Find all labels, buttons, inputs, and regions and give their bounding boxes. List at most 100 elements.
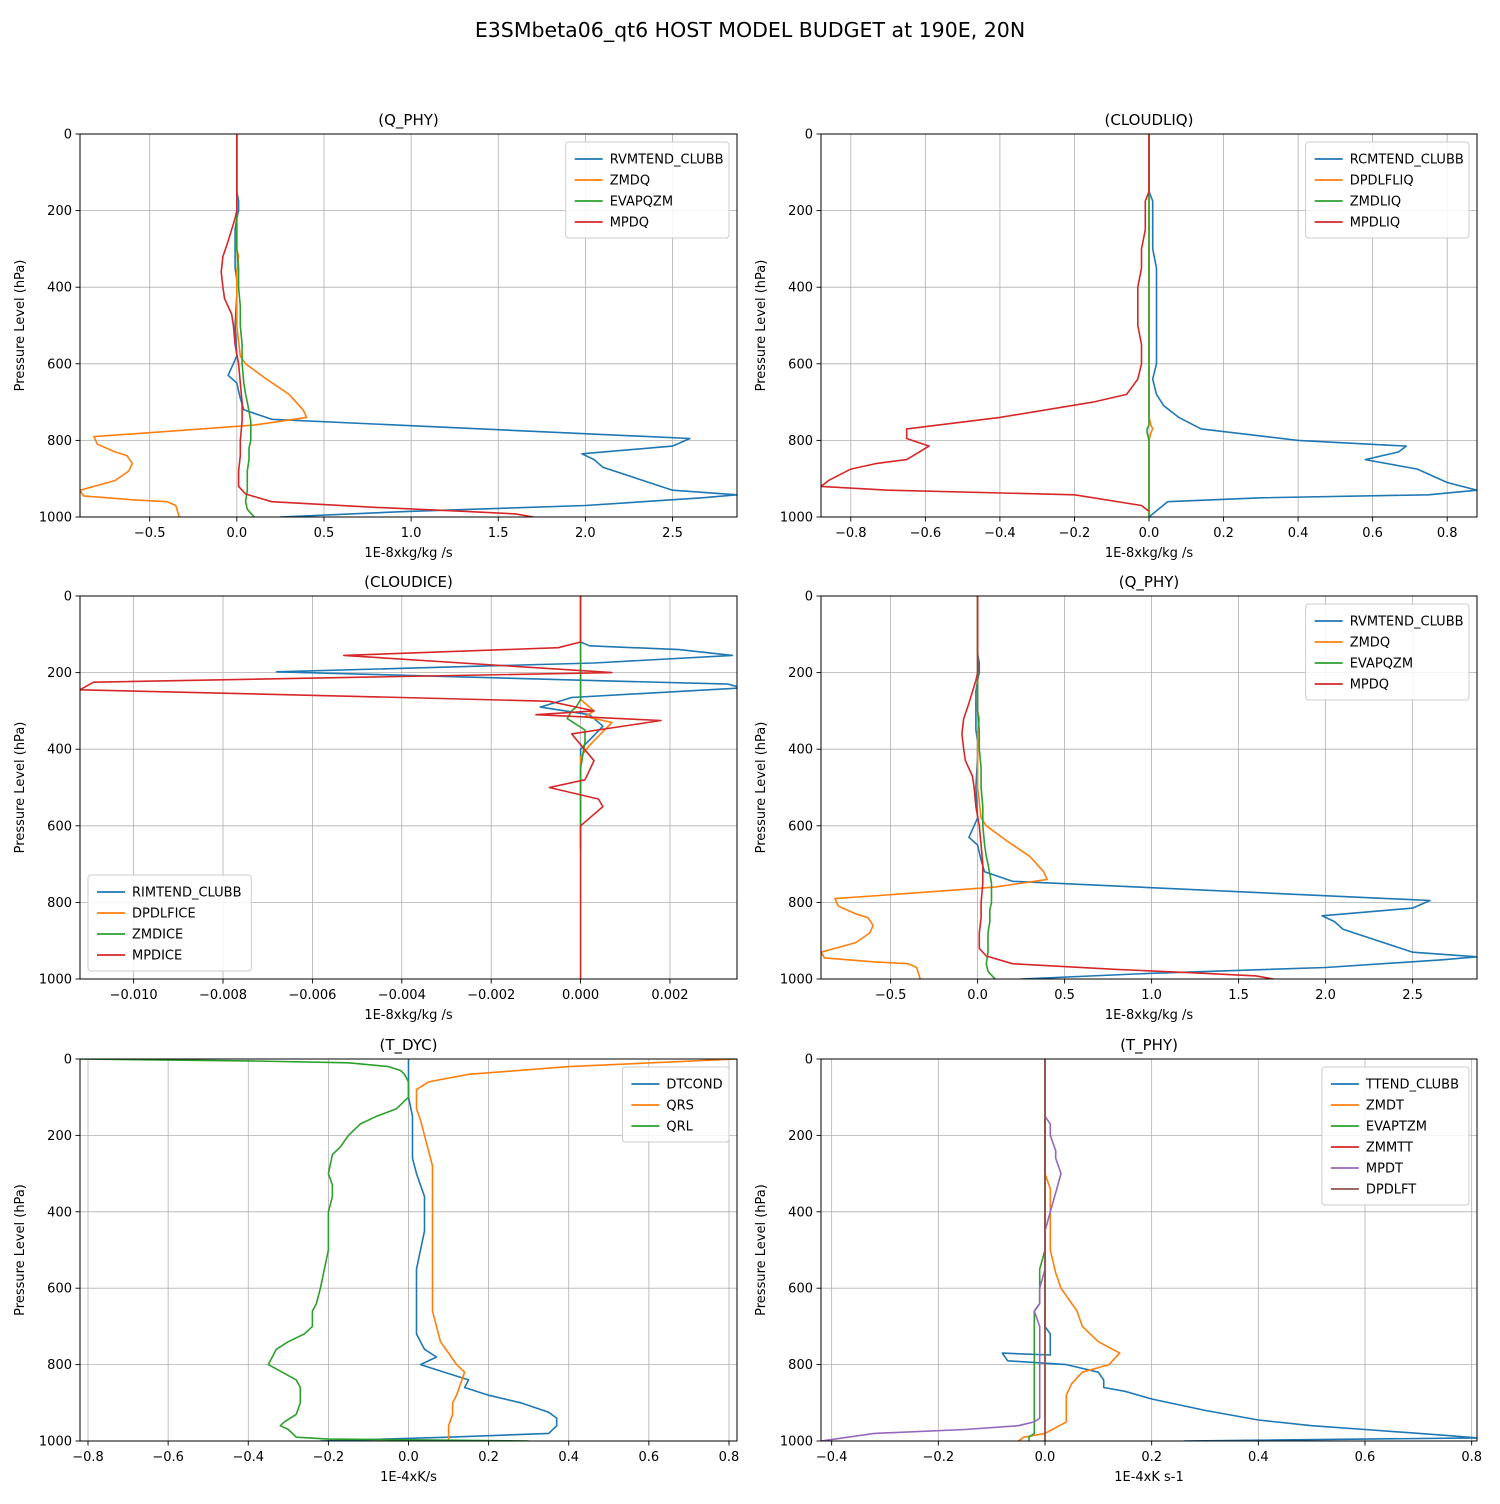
y-tick-label: 0 [805,590,813,605]
x-tick-label: 2.0 [1315,988,1336,1003]
legend-entry: TTEND_CLUBB [1365,1078,1459,1093]
legend-entry: ZMMTT [1366,1141,1413,1156]
x-tick-label: −0.5 [875,988,907,1003]
y-axis-label: Pressure Level (hPa) [754,260,769,392]
legend-entry: MPDLIQ [1350,216,1400,231]
y-tick-label: 400 [47,1205,72,1220]
x-tick-label: 0.5 [1054,988,1075,1003]
legend-entry: EVAPTZM [1366,1120,1427,1135]
legend-entry: DPDLFLIQ [1350,174,1414,189]
y-tick-label: 1000 [39,1435,72,1450]
x-tick-label: 0.0 [398,1450,419,1465]
y-tick-label: 800 [788,896,813,911]
y-tick-label: 400 [47,743,72,758]
legend-entry: ZMDQ [1350,636,1390,651]
x-tick-label: 0.2 [1213,526,1234,541]
y-tick-label: 200 [788,1129,813,1144]
x-tick-label: 2.0 [575,526,596,541]
x-tick-label: 0.2 [478,1450,499,1465]
legend-entry: ZMDLIQ [1350,195,1401,210]
x-tick-label: 0.8 [719,1450,740,1465]
x-tick-label: −0.4 [816,1450,848,1465]
x-tick-label: 1.5 [1228,988,1249,1003]
subplot-5: −0.8 −0.6 −0.4 −0.2 0.0 0.2 0.4 0.6 0.8 0 200 400 60… [13,1036,739,1485]
legend-box [1321,1066,1470,1206]
axes-frame [820,595,1478,980]
x-tick-label: −0.5 [134,526,166,541]
subplot-title: (Q_PHY) [1119,573,1180,592]
y-tick-label: 1000 [39,511,72,526]
y-tick-label: 800 [47,434,72,449]
legend: RIMTEND_CLUBB DPDLFICE ZMDICE MPDICE [87,874,252,972]
legend: RVMTEND_CLUBB ZMDQ EVAPQZM MPDQ [1305,603,1470,701]
y-tick-label: 800 [788,434,813,449]
legend: RVMTEND_CLUBB ZMDQ EVAPQZM MPDQ [565,141,730,239]
series-line-evapqzm [236,134,255,517]
subplot-2: −0.8 −0.6 −0.4 −0.2 0.0 0.2 0.4 0.6 0.8 0 200 400 60… [754,111,1478,561]
subplot-3: −0.010 −0.008 −0.006 −0.004 −0.002 0.000 0.002… [13,573,738,1023]
legend-entry: EVAPQZM [610,195,673,210]
y-tick-label: 200 [788,666,813,681]
y-tick-label: 600 [788,1282,813,1297]
legend-entry: MPDQ [1350,678,1389,693]
axes-frame [79,595,738,980]
y-tick-label: 1000 [780,1435,813,1450]
x-tick-label: 0.0 [967,988,988,1003]
figure-title: E3SMbeta06_qt6 HOST MODEL BUDGET at 190E… [475,18,1025,43]
y-axis-label: Pressure Level (hPa) [13,260,28,392]
x-tick-label: −0.2 [1059,526,1091,541]
subplot-4: −0.5 0.0 0.5 1.0 1.5 2.0 2.5 0 200 400 600 800 1000 (… [754,573,1478,1023]
x-tick-label: 0.4 [1288,526,1309,541]
y-tick-label: 1000 [780,973,813,988]
legend-entry: ZMDICE [132,928,183,943]
y-tick-label: 800 [788,1358,813,1373]
legend-entry: MPDQ [610,216,649,231]
series-line-mpdice [80,596,662,979]
legend-entry: MPDICE [132,949,182,964]
y-tick-label: 200 [47,666,72,681]
y-tick-label: 600 [788,357,813,372]
x-tick-label: 0.2 [1141,1450,1162,1465]
y-tick-label: 0 [64,590,72,605]
legend-box [565,141,730,239]
legend-entry: EVAPQZM [1350,657,1413,672]
series-line-zmdq [80,134,308,517]
series-line-dtcond [320,1059,558,1441]
x-tick-label: −0.4 [984,526,1016,541]
x-tick-label: 2.5 [662,526,683,541]
subplot-title: (CLOUDLIQ) [1105,111,1194,129]
subplot-1: −0.5 0.0 0.5 1.0 1.5 2.0 2.5 0 200 400 600 800 1000 (… [13,111,738,561]
y-tick-label: 0 [805,128,813,143]
subplot-title: (T_PHY) [1120,1036,1178,1055]
y-tick-label: 200 [47,1129,72,1144]
legend-entry: MPDT [1366,1162,1403,1177]
x-tick-label: 0.000 [562,988,599,1003]
y-tick-label: 800 [47,896,72,911]
axes-frame [820,1058,1478,1442]
x-axis-label: 1E-8xkg/kg /s [1105,1008,1194,1023]
x-tick-label: 0.8 [1437,526,1458,541]
x-tick-label: 0.0 [1035,1450,1056,1465]
x-tick-label: 0.002 [651,988,688,1003]
legend: DTCOND QRS QRL [621,1066,730,1143]
legend-entry: DPDLFT [1366,1183,1416,1198]
x-tick-label: −0.2 [313,1450,345,1465]
y-tick-label: 0 [64,128,72,143]
x-tick-label: 1.0 [401,526,422,541]
legend-entry: DTCOND [666,1078,722,1093]
x-tick-label: 0.5 [314,526,335,541]
legend-entry: RIMTEND_CLUBB [132,886,242,901]
x-tick-label: 0.4 [558,1450,579,1465]
x-tick-label: −0.004 [378,988,426,1003]
x-tick-label: −0.002 [467,988,515,1003]
legend-entry: ZMDT [1366,1099,1404,1114]
x-tick-label: −0.6 [910,526,942,541]
x-tick-label: −0.010 [110,988,158,1003]
x-tick-label: 0.6 [639,1450,660,1465]
x-tick-label: −0.6 [152,1450,184,1465]
y-tick-label: 400 [788,743,813,758]
subplot-title: (Q_PHY) [378,111,439,130]
series-line-mpdq [220,134,534,517]
legend-entry: QRL [666,1120,693,1135]
y-tick-label: 1000 [39,973,72,988]
